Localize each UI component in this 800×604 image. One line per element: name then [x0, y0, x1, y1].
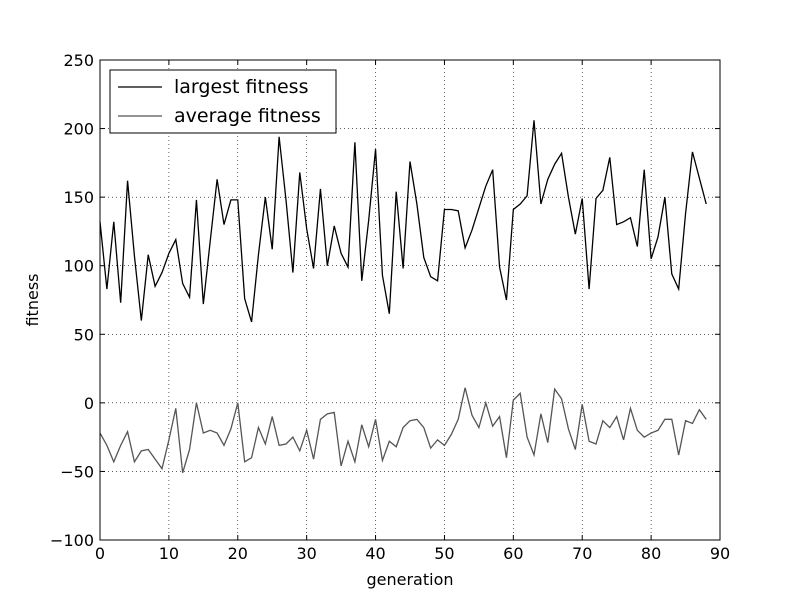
- x-tick-label: 50: [434, 544, 454, 563]
- axis-ticks: 0 10 20 30 40 50 60 70 80 90 −100 −50 0 50 100 150 200 25…: [50, 51, 730, 563]
- series-line-average-fitness: [99, 387, 707, 473]
- legend-label-average-fitness: average fitness: [174, 105, 321, 127]
- legend-box: [109, 69, 337, 134]
- x-tick-label: 30: [296, 544, 316, 563]
- x-axis-label: generation: [366, 570, 453, 589]
- plot-frame: [99, 59, 721, 541]
- x-tick-label: 10: [159, 544, 179, 563]
- y-tick-label: −100: [50, 531, 94, 550]
- series-line-largest-fitness: [99, 120, 707, 323]
- y-tick-label: −50: [60, 462, 94, 481]
- y-tick-label: 100: [63, 257, 94, 276]
- x-tick-label: 20: [228, 544, 248, 563]
- x-tick-label: 70: [572, 544, 592, 563]
- y-tick-label: 250: [63, 51, 94, 70]
- y-tick-label: 150: [63, 188, 94, 207]
- series-lines: [99, 120, 707, 473]
- x-tick-label: 90: [710, 544, 730, 563]
- y-tick-label: 200: [63, 120, 94, 139]
- legend-label-largest-fitness: largest fitness: [174, 76, 308, 98]
- x-tick-label: 0: [95, 544, 105, 563]
- y-tick-label: 0: [84, 394, 94, 413]
- y-tick-label: 50: [74, 325, 94, 344]
- x-tick-label: 60: [503, 544, 523, 563]
- y-axis-label: fitness: [23, 273, 42, 326]
- legend: largest fitness average fitness: [109, 69, 337, 134]
- grid-lines: [100, 60, 720, 540]
- x-tick-label: 80: [641, 544, 661, 563]
- x-tick-label: 40: [365, 544, 385, 563]
